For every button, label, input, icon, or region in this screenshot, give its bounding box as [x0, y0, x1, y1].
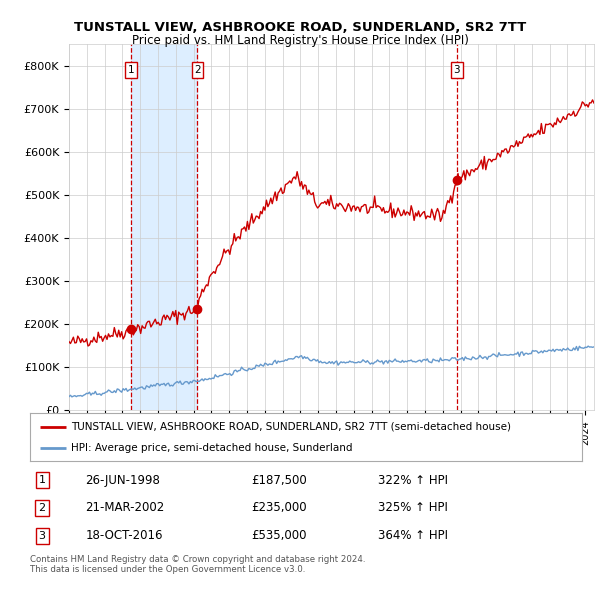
Text: Price paid vs. HM Land Registry's House Price Index (HPI): Price paid vs. HM Land Registry's House … [131, 34, 469, 47]
Text: 3: 3 [454, 65, 460, 75]
Text: 3: 3 [38, 531, 46, 541]
Text: 1: 1 [128, 65, 134, 75]
Text: 2: 2 [194, 65, 201, 75]
Bar [131, 44, 197, 410]
Text: 322% ↑ HPI: 322% ↑ HPI [378, 474, 448, 487]
Text: 1: 1 [38, 475, 46, 485]
Text: 325% ↑ HPI: 325% ↑ HPI [378, 502, 448, 514]
Text: £535,000: £535,000 [251, 529, 307, 542]
Text: 26-JUN-1998: 26-JUN-1998 [85, 474, 160, 487]
Text: HPI: Average price, semi-detached house, Sunderland: HPI: Average price, semi-detached house,… [71, 443, 353, 453]
Text: TUNSTALL VIEW, ASHBROOKE ROAD, SUNDERLAND, SR2 7TT (semi-detached house): TUNSTALL VIEW, ASHBROOKE ROAD, SUNDERLAN… [71, 421, 511, 431]
Text: 364% ↑ HPI: 364% ↑ HPI [378, 529, 448, 542]
Text: 2: 2 [38, 503, 46, 513]
Text: 18-OCT-2016: 18-OCT-2016 [85, 529, 163, 542]
Text: £235,000: £235,000 [251, 502, 307, 514]
Text: Contains HM Land Registry data © Crown copyright and database right 2024.
This d: Contains HM Land Registry data © Crown c… [30, 555, 365, 574]
Text: 21-MAR-2002: 21-MAR-2002 [85, 502, 164, 514]
Text: TUNSTALL VIEW, ASHBROOKE ROAD, SUNDERLAND, SR2 7TT: TUNSTALL VIEW, ASHBROOKE ROAD, SUNDERLAN… [74, 21, 526, 34]
Text: £187,500: £187,500 [251, 474, 307, 487]
